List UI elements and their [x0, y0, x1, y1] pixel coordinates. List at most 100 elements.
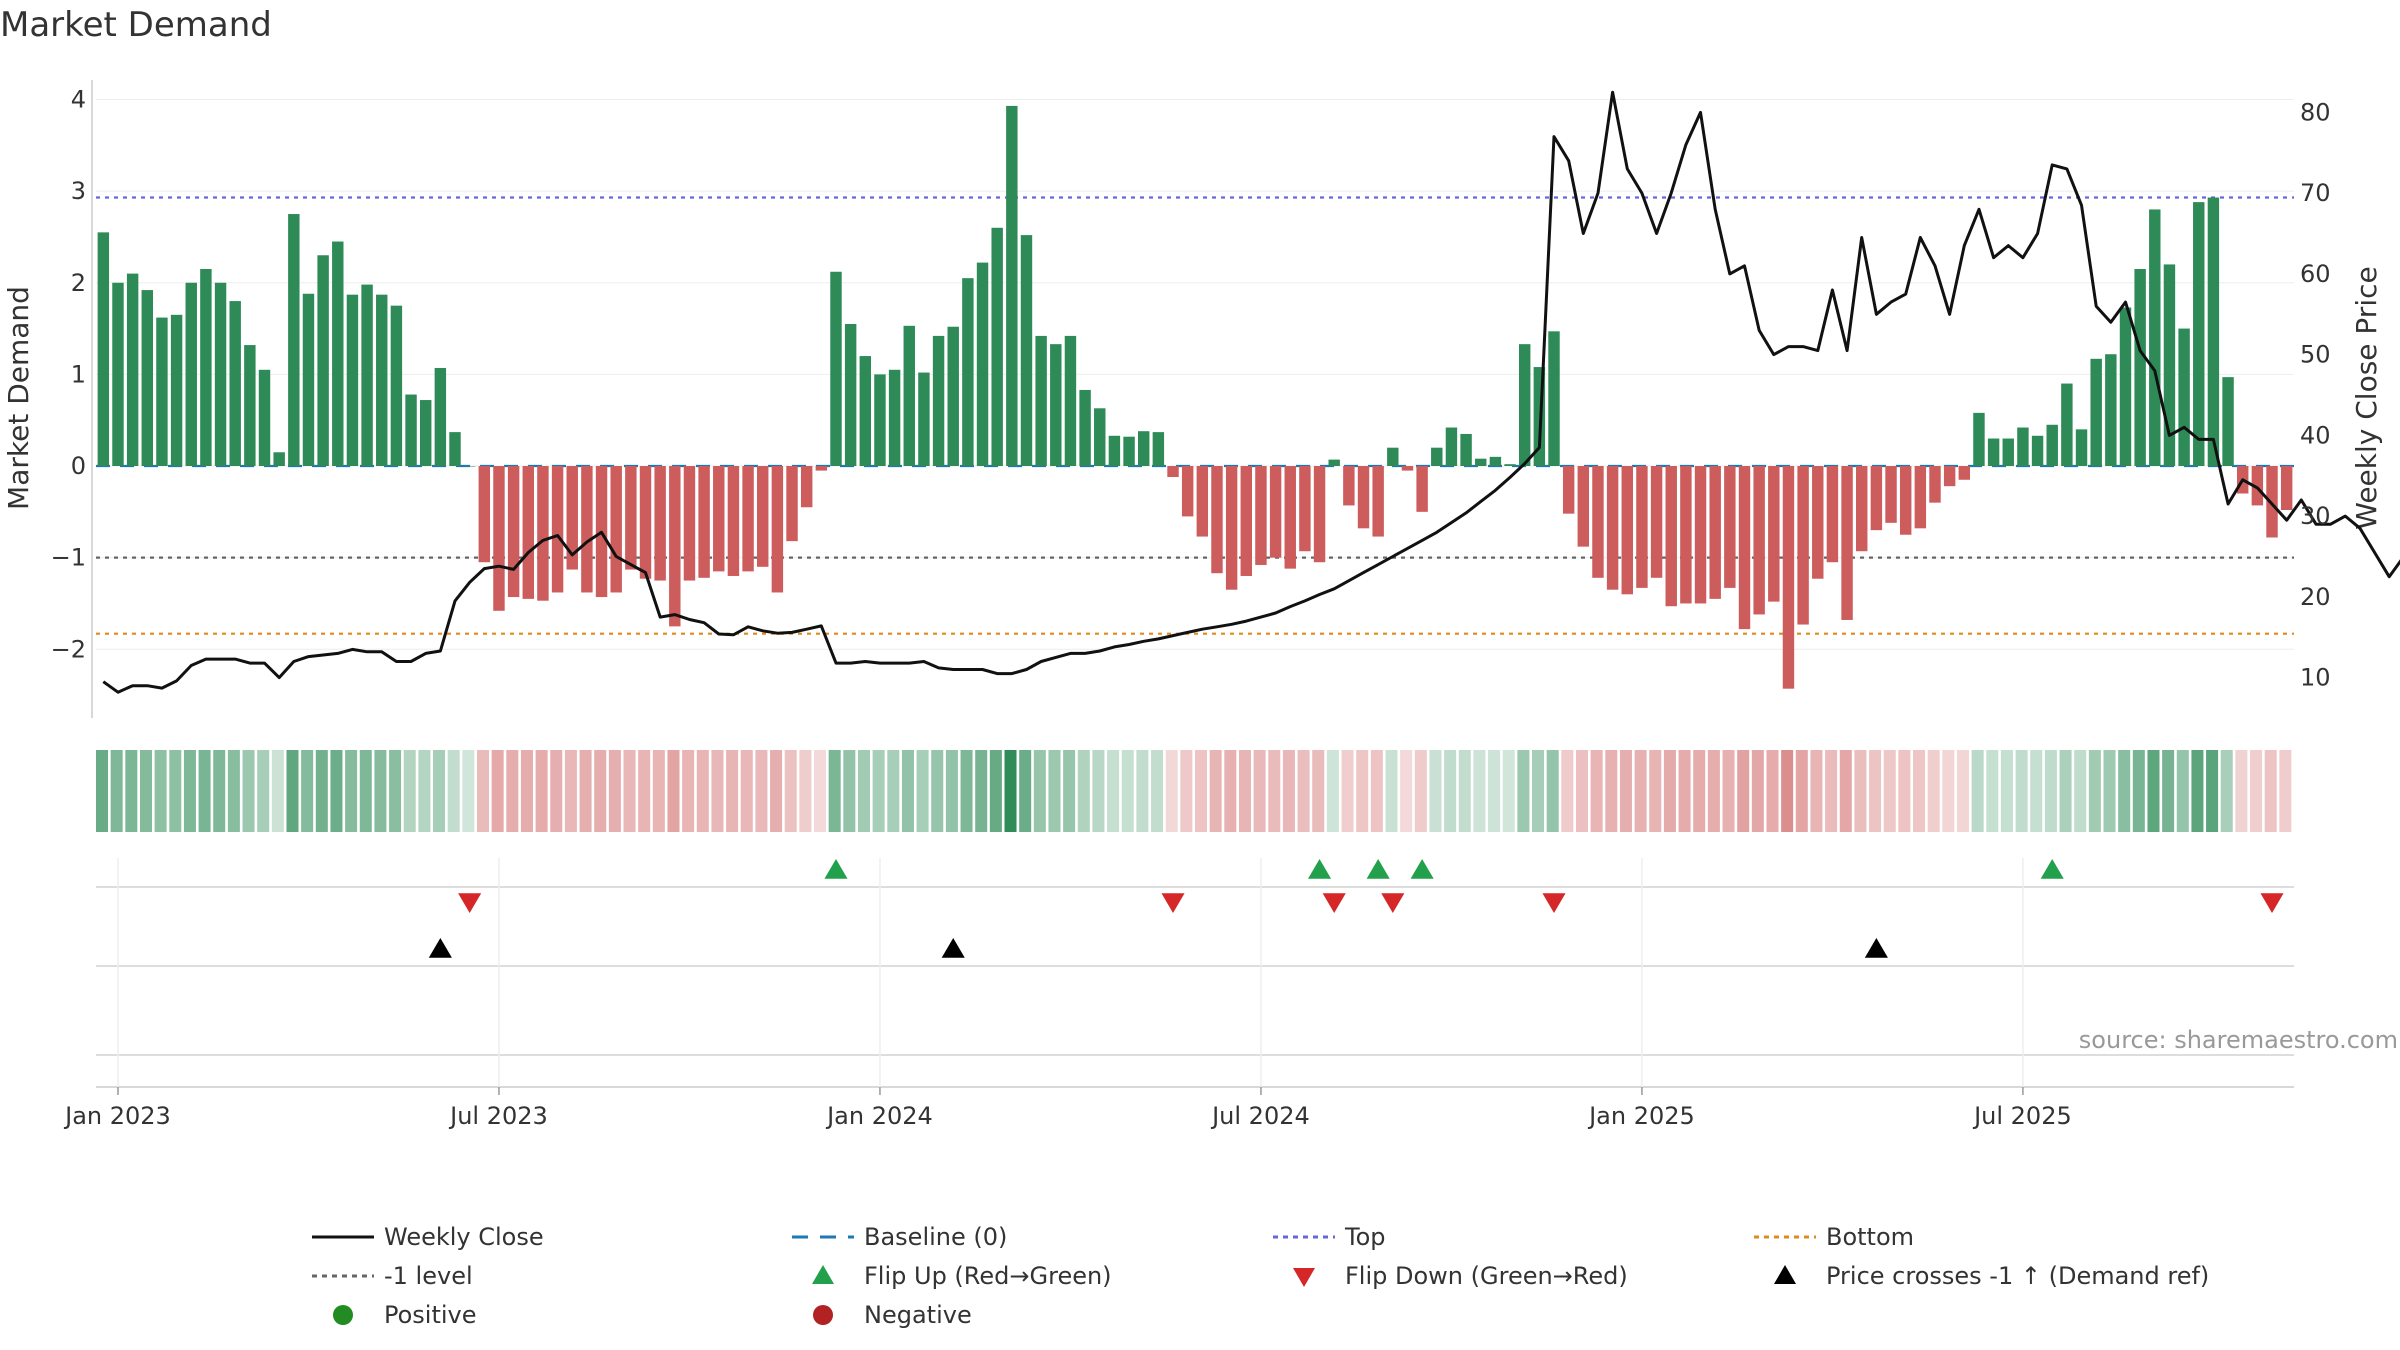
demand-bar: [1006, 105, 1018, 467]
demand-bar: [844, 323, 857, 467]
heat-cell: [227, 750, 240, 832]
x-axis-ticks: Jan 2023 Jul 2023 Jan 2024 Jul 2024 Jan 2025…: [63, 1087, 2072, 1130]
demand-bar: [405, 394, 417, 467]
heat-cell: [1033, 750, 1046, 832]
heat-cell: [535, 750, 548, 832]
demand-bar: [1680, 466, 1692, 604]
heat-cell: [1825, 750, 1838, 832]
demand-bar: [859, 356, 872, 467]
demand-bar: [419, 400, 432, 467]
demand-bar: [2031, 435, 2044, 467]
heat-cell: [1766, 750, 1779, 832]
price-cross-marker: [941, 938, 965, 958]
demand-bar: [1343, 466, 1355, 506]
demand-bar: [786, 466, 798, 542]
demand-bar: [244, 345, 256, 467]
demand-bar: [390, 305, 403, 467]
demand-bar: [1943, 466, 1956, 487]
demand-bar: [507, 466, 520, 598]
heat-cell: [433, 750, 446, 832]
demand-bar: [566, 466, 578, 570]
demand-bar: [1973, 412, 1985, 467]
demand-bar: [903, 325, 915, 467]
demand-bar: [2163, 264, 2176, 467]
heat-cell: [2118, 750, 2131, 832]
heat-cell: [594, 750, 607, 832]
demand-bar: [1035, 335, 1047, 467]
heat-cell: [1810, 750, 1823, 832]
heat-cell: [696, 750, 709, 832]
heat-cell: [726, 750, 739, 832]
heat-cell: [1297, 750, 1310, 832]
heat-cell: [975, 750, 988, 832]
demand-bar: [2134, 269, 2146, 467]
heat-cell: [2250, 750, 2263, 832]
legend-item: Positive: [333, 1301, 477, 1329]
demand-bar: [2222, 377, 2234, 467]
heat-cell: [682, 750, 695, 832]
heat-cell: [1986, 750, 1999, 832]
demand-bar: [1592, 466, 1604, 578]
legend-swatch: [812, 1265, 834, 1284]
legend-item: Top: [1273, 1223, 1386, 1251]
flip-up-marker: [1366, 859, 1390, 879]
legend-item: Negative: [813, 1301, 972, 1329]
demand-bar: [258, 369, 271, 467]
legend-label: Negative: [864, 1301, 972, 1329]
heat-cell: [1385, 750, 1398, 832]
demand-bar: [1460, 433, 1472, 467]
heat-cell: [1737, 750, 1750, 832]
demand-bar: [376, 294, 388, 467]
heat-cell: [2235, 750, 2248, 832]
demand-bar: [2090, 358, 2102, 467]
legend-label: Top: [1344, 1223, 1386, 1251]
y-axis-label-right: Weekly Close Price: [2350, 266, 2383, 529]
heat-cell: [2074, 750, 2087, 832]
heat-cell: [887, 750, 900, 832]
demand-bar: [1269, 466, 1282, 558]
legend-item: Baseline (0): [792, 1223, 1007, 1251]
heat-cell: [96, 750, 109, 832]
x-tick-label: Jul 2024: [1210, 1102, 1310, 1130]
x-tick-label: Jan 2024: [825, 1102, 933, 1130]
heat-cell: [2220, 750, 2233, 832]
heat-cell: [1209, 750, 1222, 832]
demand-bar: [332, 241, 344, 467]
weekly-close-series: [102, 90, 2400, 694]
demand-bar: [2149, 209, 2161, 467]
heat-cell: [1605, 750, 1618, 832]
heat-cell: [154, 750, 167, 832]
heat-cell: [2176, 750, 2189, 832]
heat-cell: [301, 750, 314, 832]
demand-bar: [1856, 466, 1868, 552]
demand-bar: [1797, 466, 1809, 625]
demand-bar: [288, 214, 300, 467]
legend-swatch: [333, 1305, 353, 1325]
flip-up-marker: [1410, 859, 1434, 879]
heat-cell: [1063, 750, 1076, 832]
flip-up-marker: [2040, 859, 2064, 879]
heat-cell: [1869, 750, 1882, 832]
heat-cell: [271, 750, 284, 832]
y-right-tick-label: 50: [2300, 341, 2331, 369]
heat-cell: [1488, 750, 1501, 832]
heat-cell: [1444, 750, 1457, 832]
heat-cell: [183, 750, 196, 832]
legend-item: Flip Up (Red→Green): [812, 1262, 1112, 1290]
heat-cell: [213, 750, 226, 832]
heat-cell: [1400, 750, 1413, 832]
heat-cell: [2015, 750, 2028, 832]
flip-down-marker: [1542, 893, 1566, 913]
demand-bar: [2119, 307, 2132, 467]
x-tick-label: Jan 2023: [63, 1102, 171, 1130]
demand-bar: [639, 466, 652, 579]
demand-bar: [1548, 331, 1560, 467]
demand-bar: [2061, 383, 2073, 467]
heat-cell: [623, 750, 636, 832]
heat-cell: [520, 750, 533, 832]
chart-title: Market Demand: [0, 5, 272, 45]
heat-cell: [916, 750, 929, 832]
heat-cell: [843, 750, 856, 832]
demand-bar: [1357, 466, 1370, 529]
